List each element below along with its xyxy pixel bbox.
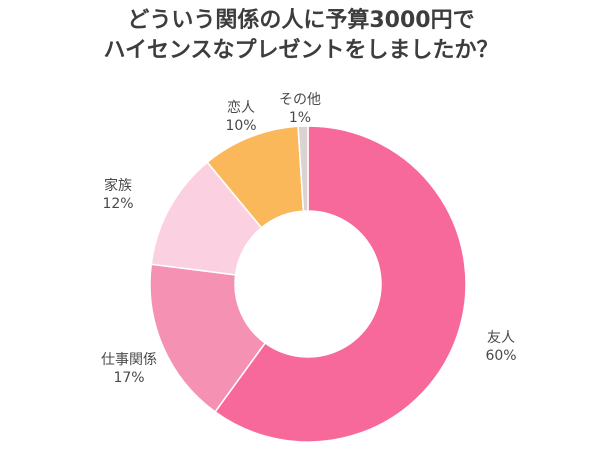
label-friends-category: 友人 (487, 330, 515, 346)
label-other-category: その他 (279, 92, 321, 108)
label-work-category: 仕事関係 (101, 352, 157, 368)
label-friends: 友人 60% (485, 330, 516, 364)
slice-work (149, 263, 267, 413)
label-partner: 恋人 10% (225, 99, 256, 134)
chart-title: どういう関係の人に予算3000円で ハイセンスなプレゼントをしましたか？ (0, 6, 602, 66)
label-family-value: 12% (102, 196, 133, 212)
label-family-category: 家族 (104, 177, 132, 194)
label-friends-value: 60% (485, 348, 516, 364)
chart-title-line-1: どういう関係の人に予算3000円で (127, 8, 475, 33)
label-partner-value: 10% (225, 118, 256, 134)
label-work-value: 17% (113, 370, 144, 386)
slice-other (297, 125, 309, 212)
label-partner-category: 恋人 (227, 99, 255, 116)
chart-title-line-2: ハイセンスなプレゼントをしましたか？ (103, 38, 499, 63)
label-family: 家族 12% (102, 177, 133, 212)
slice-friends (214, 125, 467, 443)
label-other: その他 1% (279, 92, 321, 126)
label-work: 仕事関係 17% (101, 352, 157, 386)
label-other-value: 1% (289, 110, 311, 126)
